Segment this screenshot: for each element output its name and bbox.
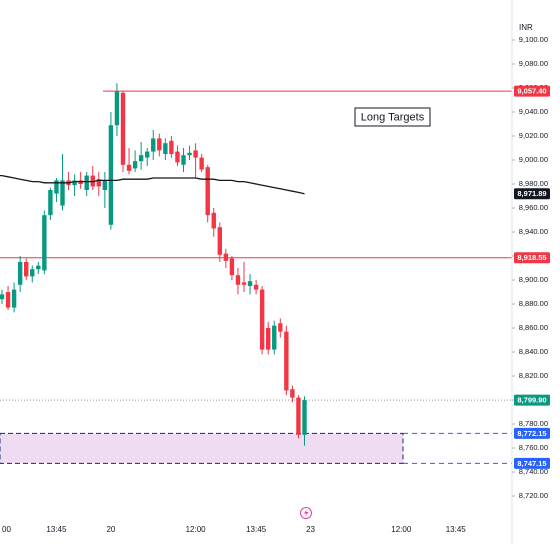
candle-body xyxy=(272,325,277,350)
candle-body xyxy=(132,161,138,169)
candle-body xyxy=(17,262,23,285)
candle-body xyxy=(175,151,180,163)
price-label-box xyxy=(514,85,550,97)
y-tick-label: 8,820.00 xyxy=(519,371,548,380)
x-tick-label: 23 xyxy=(306,525,315,534)
candle-body xyxy=(229,258,235,276)
x-tick-label: 12:00 xyxy=(186,525,207,534)
candle-body xyxy=(157,138,162,151)
candle-body xyxy=(290,389,295,398)
candle-body xyxy=(24,262,29,277)
y-tick-label: 9,040.00 xyxy=(519,107,548,116)
price-label: 8,918.55 xyxy=(517,253,546,262)
price-label: 9,057.40 xyxy=(517,87,546,96)
y-tick-label: 8,860.00 xyxy=(519,323,548,332)
candle-body xyxy=(259,289,265,350)
x-tick-label: 13:45 xyxy=(46,525,67,534)
price-label: 8,799.90 xyxy=(517,396,546,405)
x-tick-label: 12:00 xyxy=(391,525,412,534)
candle-body xyxy=(84,175,89,190)
zone xyxy=(0,432,404,464)
candle-body xyxy=(145,151,150,158)
candle-body xyxy=(60,180,65,206)
price-label: 8,747.15 xyxy=(517,459,546,468)
candle-body xyxy=(187,152,192,156)
x-tick-label: 13:45 xyxy=(246,525,267,534)
y-tick-label: 8,840.00 xyxy=(519,347,548,356)
x-tick-label: 20 xyxy=(106,525,115,534)
y-tick-label: 8,980.00 xyxy=(519,179,548,188)
candle-body xyxy=(217,227,222,255)
candle-body xyxy=(193,150,198,158)
annotation-box xyxy=(354,107,431,127)
candle-body xyxy=(241,282,247,285)
candle-body xyxy=(181,155,186,165)
candle-body xyxy=(54,180,59,194)
moving-average xyxy=(0,174,305,195)
candle-body xyxy=(42,215,47,271)
candle-body xyxy=(199,157,204,170)
candle-body xyxy=(48,190,53,216)
candle-body xyxy=(36,265,41,270)
price-label-box xyxy=(514,457,550,469)
price-label: 8,772.15 xyxy=(517,429,546,438)
y-tick-label: 8,760.00 xyxy=(519,443,548,452)
candle-body xyxy=(278,323,283,332)
candle-body xyxy=(223,253,229,261)
x-tick-label: 13:45 xyxy=(446,525,467,534)
price-label-box xyxy=(514,394,550,406)
price-label-box xyxy=(514,252,550,264)
y-tick-label: 9,080.00 xyxy=(519,59,548,68)
candle-body xyxy=(30,269,35,277)
candle-body xyxy=(163,143,168,154)
y-tick-label: 8,720.00 xyxy=(519,491,548,500)
y-tick-label: 9,020.00 xyxy=(519,131,548,140)
candle-body xyxy=(247,281,253,286)
currency-label: INR xyxy=(519,23,533,32)
y-tick-label: 8,740.00 xyxy=(519,467,548,476)
event-icon-bolt xyxy=(304,509,309,517)
candle-body xyxy=(102,180,108,190)
candle-body xyxy=(284,331,289,391)
candle-body xyxy=(266,328,271,350)
price-label: 8,971.89 xyxy=(517,189,546,198)
y-tick-label: 9,100.00 xyxy=(519,35,548,44)
y-tick-label: 8,940.00 xyxy=(519,227,548,236)
y-tick-label: 8,900.00 xyxy=(519,275,548,284)
candle-body xyxy=(235,275,241,285)
y-tick-label: 8,780.00 xyxy=(519,419,548,428)
candle-body xyxy=(138,155,144,162)
x-tick-label: 00 xyxy=(2,525,11,534)
candle-body xyxy=(120,92,126,165)
candle-body xyxy=(253,284,259,290)
candle-body xyxy=(296,397,301,435)
candle-body xyxy=(151,138,156,152)
candle-body xyxy=(302,400,307,435)
candle-body xyxy=(114,91,120,126)
candle-body xyxy=(11,289,17,308)
candle-body xyxy=(5,292,11,308)
y-tick-label: 8,960.00 xyxy=(519,203,548,212)
candle-body xyxy=(169,140,174,154)
price-label-box xyxy=(514,427,550,439)
candle-body xyxy=(205,167,210,216)
y-tick-label: 9,000.00 xyxy=(519,155,548,164)
y-tick-label: 8,880.00 xyxy=(519,299,548,308)
candle-body xyxy=(126,164,132,171)
candle-body xyxy=(211,212,216,229)
plot-area xyxy=(0,83,512,464)
candle-body xyxy=(96,179,101,187)
candle-body xyxy=(108,125,114,225)
event-icon xyxy=(300,507,312,519)
annotation: Long Targets xyxy=(361,111,425,123)
price-label-box xyxy=(514,188,550,200)
candle-body xyxy=(0,294,5,300)
candle-body xyxy=(72,180,77,186)
